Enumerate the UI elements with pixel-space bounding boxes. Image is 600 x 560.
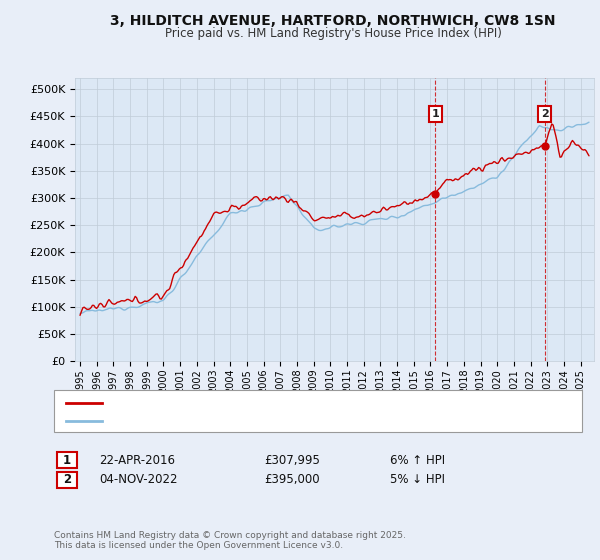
Text: £307,995: £307,995 xyxy=(264,454,320,467)
Text: HPI: Average price, detached house, Cheshire West and Chester: HPI: Average price, detached house, Ches… xyxy=(111,416,446,426)
Text: Price paid vs. HM Land Registry's House Price Index (HPI): Price paid vs. HM Land Registry's House … xyxy=(164,27,502,40)
Text: 1: 1 xyxy=(431,109,439,119)
Text: 22-APR-2016: 22-APR-2016 xyxy=(99,454,175,467)
Text: 5% ↓ HPI: 5% ↓ HPI xyxy=(390,473,445,487)
Text: Contains HM Land Registry data © Crown copyright and database right 2025.
This d: Contains HM Land Registry data © Crown c… xyxy=(54,530,406,550)
Text: 1: 1 xyxy=(63,454,71,467)
Text: 3, HILDITCH AVENUE, HARTFORD, NORTHWICH, CW8 1SN: 3, HILDITCH AVENUE, HARTFORD, NORTHWICH,… xyxy=(110,14,556,28)
Text: 6% ↑ HPI: 6% ↑ HPI xyxy=(390,454,445,467)
Text: 04-NOV-2022: 04-NOV-2022 xyxy=(99,473,178,487)
Text: £395,000: £395,000 xyxy=(264,473,320,487)
Text: 3, HILDITCH AVENUE, HARTFORD, NORTHWICH, CW8 1SN (detached house): 3, HILDITCH AVENUE, HARTFORD, NORTHWICH,… xyxy=(111,398,502,408)
Text: 2: 2 xyxy=(63,473,71,487)
Text: 2: 2 xyxy=(541,109,548,119)
